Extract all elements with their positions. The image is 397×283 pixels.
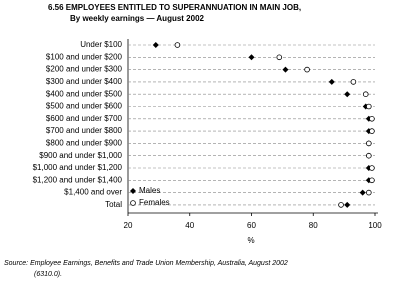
- y-tick-label: $800 and under $900: [46, 139, 123, 148]
- x-tick-label: 60: [247, 221, 256, 230]
- y-tick-label: $400 and under $500: [46, 89, 123, 98]
- y-tick-label: $1,000 and under $1,200: [33, 163, 123, 172]
- y-tick-label: $600 and under $700: [46, 114, 123, 123]
- male-marker: [248, 54, 255, 61]
- y-tick-label: Total: [105, 200, 122, 209]
- legend-label: Males: [139, 186, 160, 195]
- y-tick-label: $1,200 and under $1,400: [33, 175, 123, 184]
- x-tick-label: 40: [185, 221, 194, 230]
- male-marker: [282, 66, 289, 73]
- y-tick-label: $300 and under $400: [46, 77, 123, 86]
- x-tick-label: 20: [124, 221, 133, 230]
- x-tick-label: 100: [368, 221, 382, 230]
- legend-label: Females: [139, 198, 170, 207]
- female-marker: [276, 54, 283, 61]
- legend-marker: [130, 188, 136, 194]
- x-axis-label: %: [247, 236, 254, 245]
- y-tick-label: $100 and under $200: [46, 52, 123, 61]
- male-marker: [344, 91, 351, 98]
- female-marker: [338, 202, 344, 208]
- female-marker: [369, 128, 375, 134]
- female-marker: [350, 79, 357, 85]
- female-marker: [369, 177, 375, 184]
- male-marker: [359, 189, 366, 196]
- chart-subtitle: By weekly earnings — August 2002: [70, 14, 205, 23]
- female-marker: [366, 152, 372, 159]
- female-marker: [369, 165, 375, 171]
- female-marker: [366, 140, 372, 147]
- x-tick-label: 80: [309, 221, 318, 230]
- female-marker: [362, 91, 369, 97]
- male-marker: [344, 201, 351, 208]
- y-tick-label: $700 and under $800: [46, 126, 123, 135]
- y-tick-label: $200 and under $300: [46, 65, 123, 74]
- female-marker: [366, 189, 372, 196]
- y-tick-label: $900 and under $1,000: [39, 151, 122, 160]
- chart-title: 6.56 EMPLOYEES ENTITLED TO SUPERANNUATIO…: [48, 3, 301, 12]
- female-marker: [369, 116, 375, 122]
- legend-marker: [130, 200, 136, 206]
- female-marker: [366, 103, 372, 110]
- male-marker: [152, 42, 159, 48]
- male-marker: [328, 78, 335, 85]
- y-tick-label: Under $100: [80, 40, 122, 49]
- source: (6310.0).: [34, 271, 62, 278]
- source: Source: Employee Earnings, Benefits and …: [4, 260, 288, 267]
- y-tick-label: $500 and under $600: [46, 102, 123, 111]
- female-marker: [304, 66, 310, 73]
- female-marker: [174, 42, 181, 48]
- y-tick-label: $1,400 and over: [64, 188, 122, 197]
